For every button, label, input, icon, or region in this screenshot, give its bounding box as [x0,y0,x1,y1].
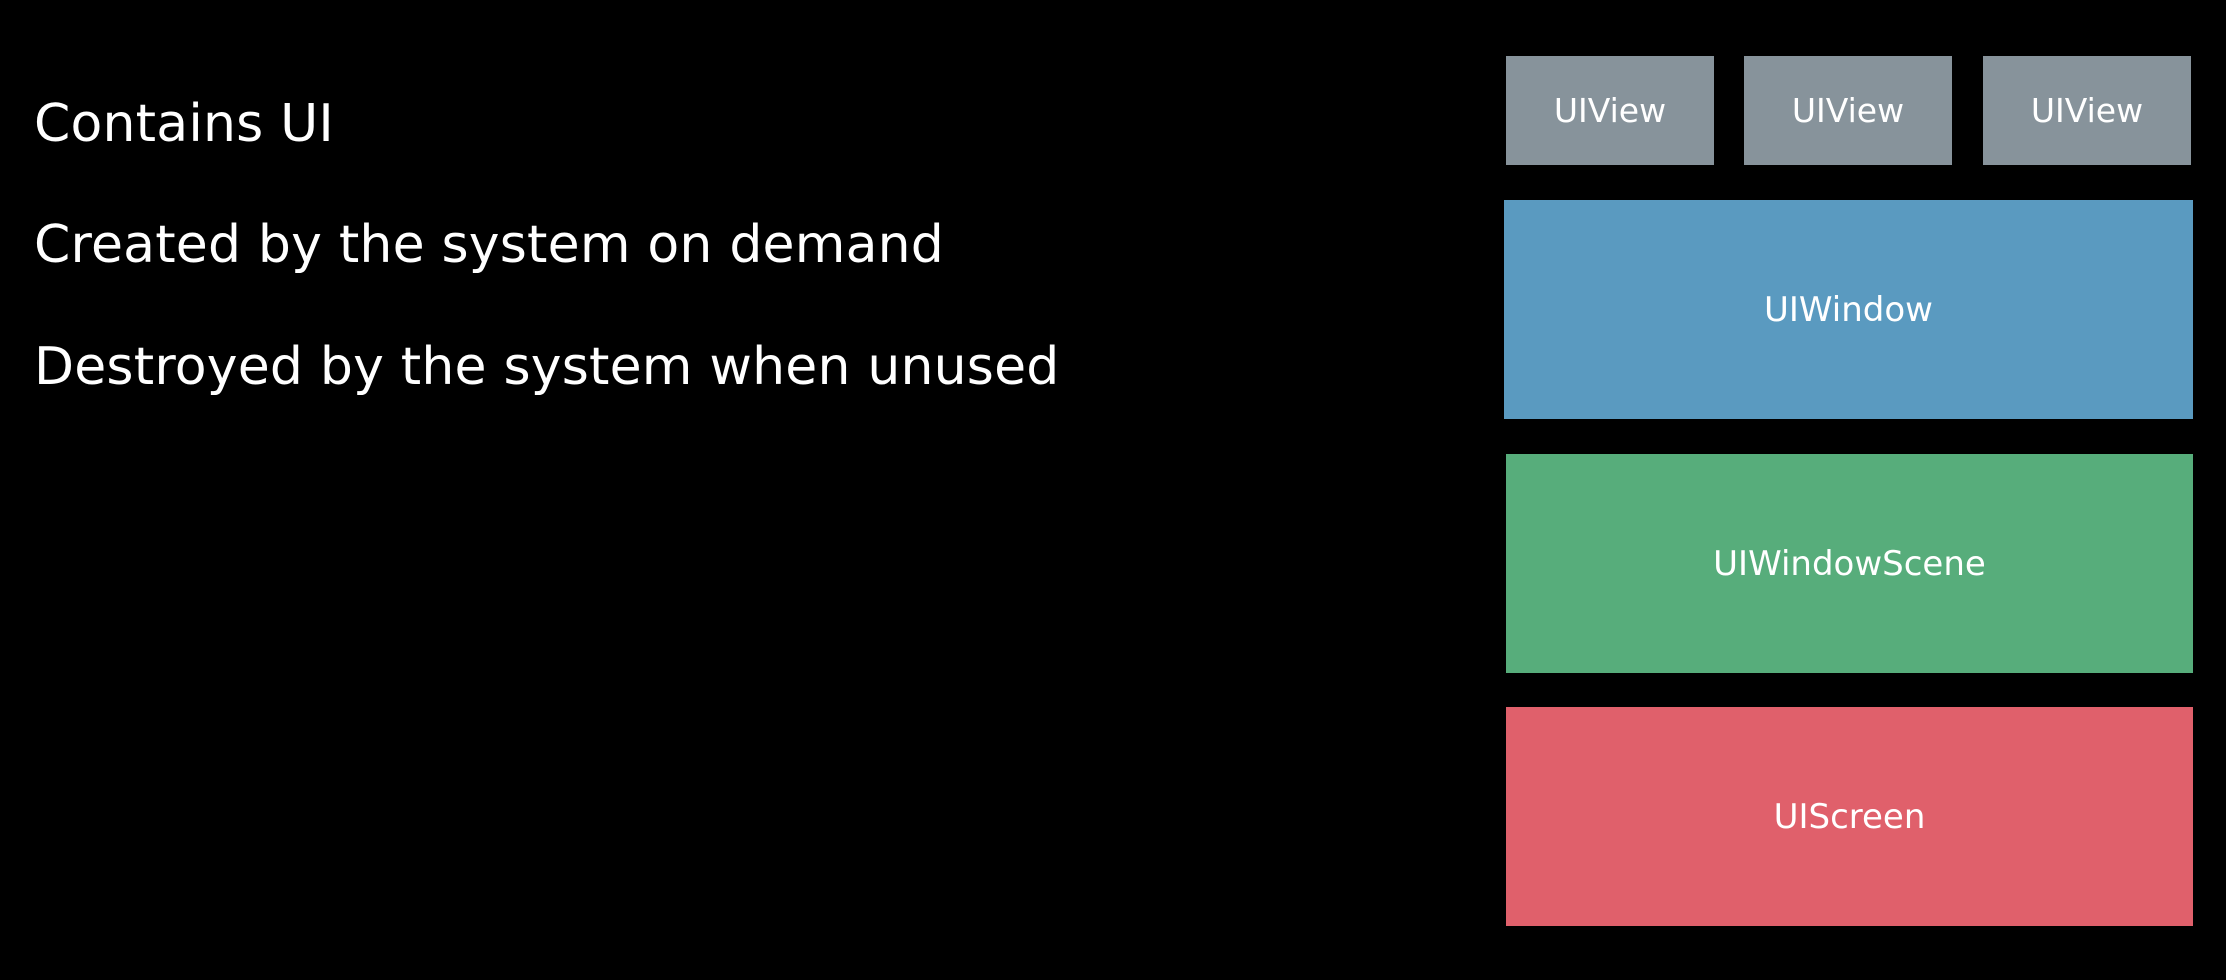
uiview-box: UIView [1744,56,1952,165]
uiwindowscene-label: UIWindowScene [1713,543,1986,584]
uiwindow-label: UIWindow [1764,289,1933,330]
uiview-box: UIView [1506,56,1714,165]
uiview-label: UIView [1553,91,1667,130]
uiscreen-box: UIScreen [1506,707,2193,926]
bullet-contains-ui: Contains UI [34,94,334,154]
uiscreen-label: UIScreen [1773,796,1926,837]
uiwindow-box: UIWindow [1504,200,2193,419]
uiview-label: UIView [2030,91,2144,130]
uiwindowscene-box: UIWindowScene [1506,454,2193,673]
uiview-label: UIView [1791,91,1905,130]
bullet-destroyed-when-unused: Destroyed by the system when unused [34,337,1060,397]
uiview-box: UIView [1983,56,2191,165]
bullet-created-on-demand: Created by the system on demand [34,215,945,275]
